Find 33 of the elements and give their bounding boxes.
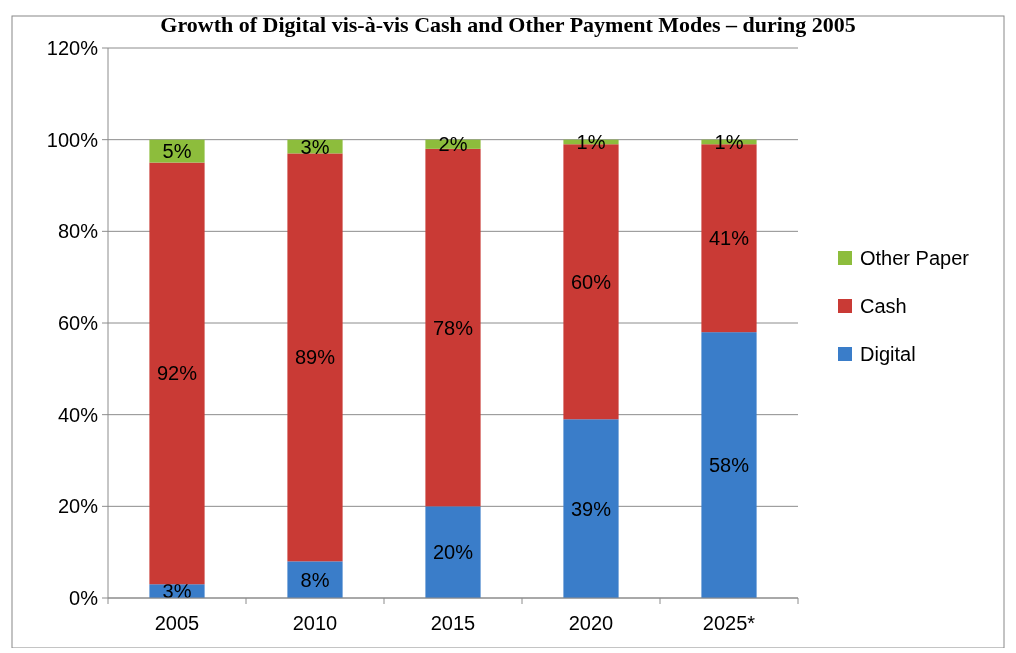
data-label: 3% — [162, 580, 192, 603]
y-tick-label: 40% — [57, 403, 99, 426]
data-label: 20% — [432, 541, 474, 564]
data-label: 92% — [156, 362, 198, 385]
bar — [149, 162, 205, 585]
x-tick-label: 2005 — [154, 612, 200, 634]
y-tick-label: 0% — [69, 587, 99, 609]
bar — [701, 332, 757, 598]
legend-label: Digital — [860, 343, 916, 365]
x-tick-label: 2025* — [702, 612, 756, 634]
legend-label: Cash — [860, 295, 907, 317]
y-tick-label: 100% — [46, 128, 99, 151]
y-tick-label: 80% — [57, 220, 99, 243]
y-tick-label: 60% — [57, 312, 99, 334]
data-label: 5% — [162, 140, 192, 163]
data-label: 3% — [300, 135, 330, 158]
data-label: 58% — [708, 454, 750, 477]
x-tick-label: 2015 — [430, 612, 476, 634]
data-label: 39% — [570, 497, 612, 520]
x-tick-label: 2010 — [292, 612, 338, 634]
chart-title: Growth of Digital vis-à-vis Cash and Other Payment Modes – during 2005 — [160, 12, 856, 37]
bar — [287, 153, 343, 562]
data-label: 78% — [432, 316, 474, 339]
x-tick-label: 2020 — [568, 612, 614, 634]
data-label: 89% — [294, 346, 336, 369]
bar — [563, 419, 619, 598]
data-label: 41% — [708, 227, 750, 250]
data-label: 8% — [300, 568, 330, 591]
legend-label: Other Paper — [860, 247, 970, 269]
y-tick-label: 120% — [46, 37, 99, 59]
data-label: 60% — [570, 270, 612, 293]
bar — [425, 506, 481, 598]
y-tick-label: 20% — [57, 495, 99, 518]
